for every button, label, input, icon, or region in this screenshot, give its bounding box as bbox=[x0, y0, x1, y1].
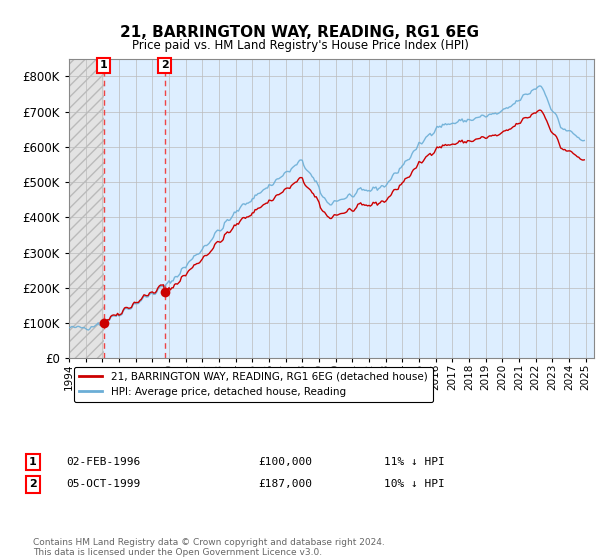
Text: Contains HM Land Registry data © Crown copyright and database right 2024.
This d: Contains HM Land Registry data © Crown c… bbox=[33, 538, 385, 557]
Text: £100,000: £100,000 bbox=[258, 457, 312, 467]
Text: 02-FEB-1996: 02-FEB-1996 bbox=[66, 457, 140, 467]
Bar bbox=[104, 59, 165, 358]
Text: 11% ↓ HPI: 11% ↓ HPI bbox=[384, 457, 445, 467]
Legend: 21, BARRINGTON WAY, READING, RG1 6EG (detached house), HPI: Average price, detac: 21, BARRINGTON WAY, READING, RG1 6EG (de… bbox=[74, 367, 433, 402]
Text: £187,000: £187,000 bbox=[258, 479, 312, 489]
Text: 21, BARRINGTON WAY, READING, RG1 6EG: 21, BARRINGTON WAY, READING, RG1 6EG bbox=[121, 25, 479, 40]
Text: 2: 2 bbox=[29, 479, 37, 489]
Text: 1: 1 bbox=[100, 60, 107, 71]
Text: 05-OCT-1999: 05-OCT-1999 bbox=[66, 479, 140, 489]
Text: Price paid vs. HM Land Registry's House Price Index (HPI): Price paid vs. HM Land Registry's House … bbox=[131, 39, 469, 52]
Text: 2: 2 bbox=[161, 60, 169, 71]
Bar bbox=[165, 59, 594, 358]
Text: 10% ↓ HPI: 10% ↓ HPI bbox=[384, 479, 445, 489]
Bar bbox=[69, 59, 104, 358]
Text: 1: 1 bbox=[29, 457, 37, 467]
